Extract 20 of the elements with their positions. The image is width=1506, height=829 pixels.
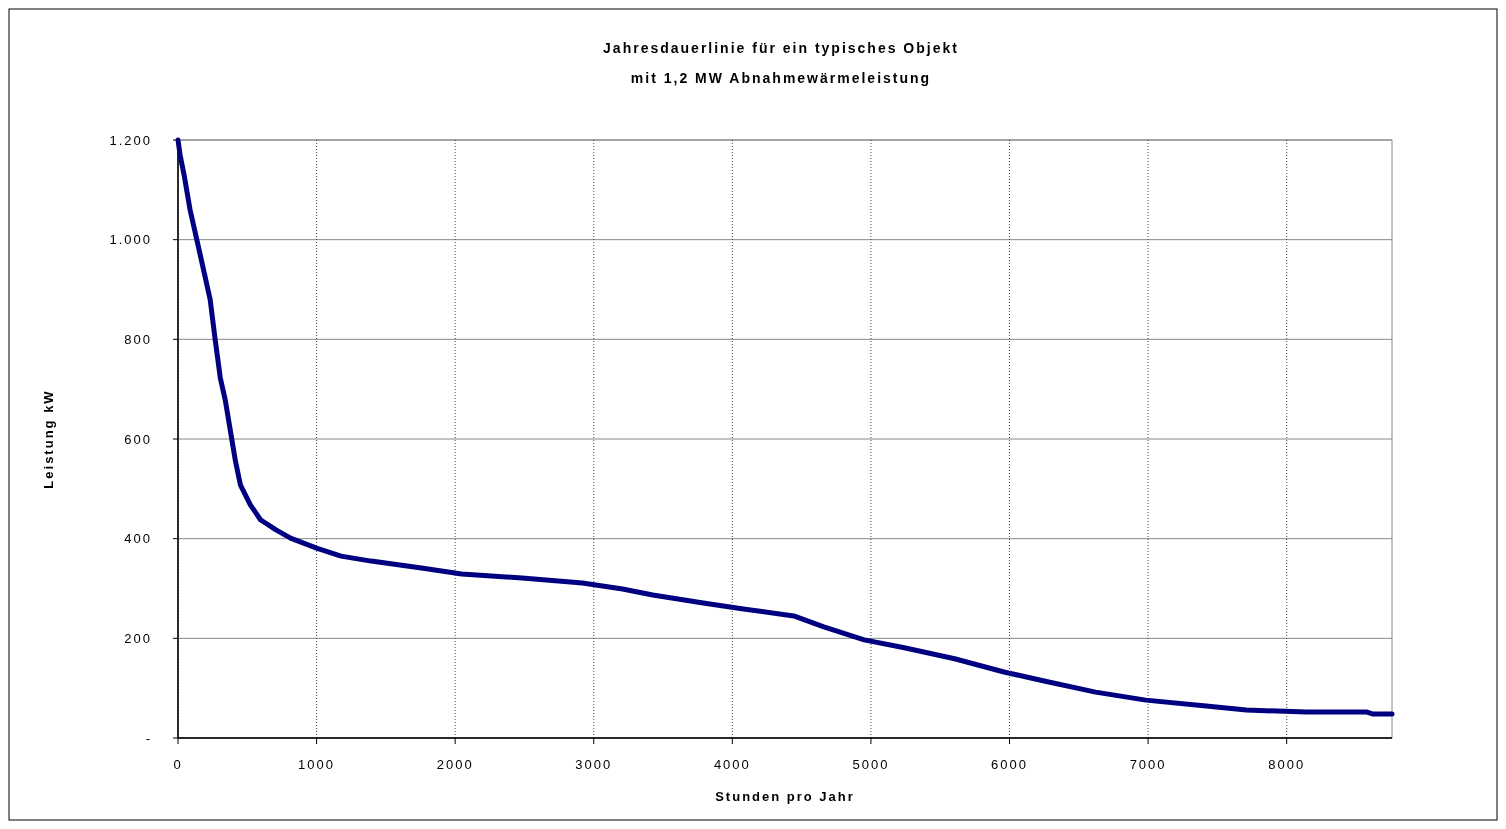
x-tick-label: 4000: [713, 757, 751, 772]
y-tick-label: 600: [124, 431, 152, 447]
x-tick-label: 6000: [991, 757, 1028, 772]
x-tick-label: 1000: [298, 757, 336, 772]
x-tick-label: 0: [173, 757, 183, 772]
y-tick-label: 1.000: [109, 232, 152, 248]
x-tick-label: 8000: [1268, 757, 1306, 772]
y-tick-label: 800: [124, 331, 152, 347]
x-tick-label: 2000: [436, 757, 474, 772]
chart-title: Jahresdauerlinie für ein typisches Objekt: [603, 40, 959, 56]
y-tick-label: 1.200: [109, 132, 152, 148]
y-tick-label: 200: [124, 630, 152, 646]
chart-subtitle: mit 1,2 MW Abnahmewärmeleistung: [630, 70, 932, 86]
y-tick-label: 400: [124, 531, 152, 547]
x-tick-label: 5000: [852, 757, 890, 772]
y-axis-title: Leistung kW: [41, 389, 56, 489]
x-tick-label: 7000: [1129, 757, 1167, 772]
x-axis-title: Stunden pro Jahr: [715, 789, 855, 804]
y-tick-label: -: [145, 730, 152, 746]
x-tick-label: 3000: [575, 757, 613, 772]
